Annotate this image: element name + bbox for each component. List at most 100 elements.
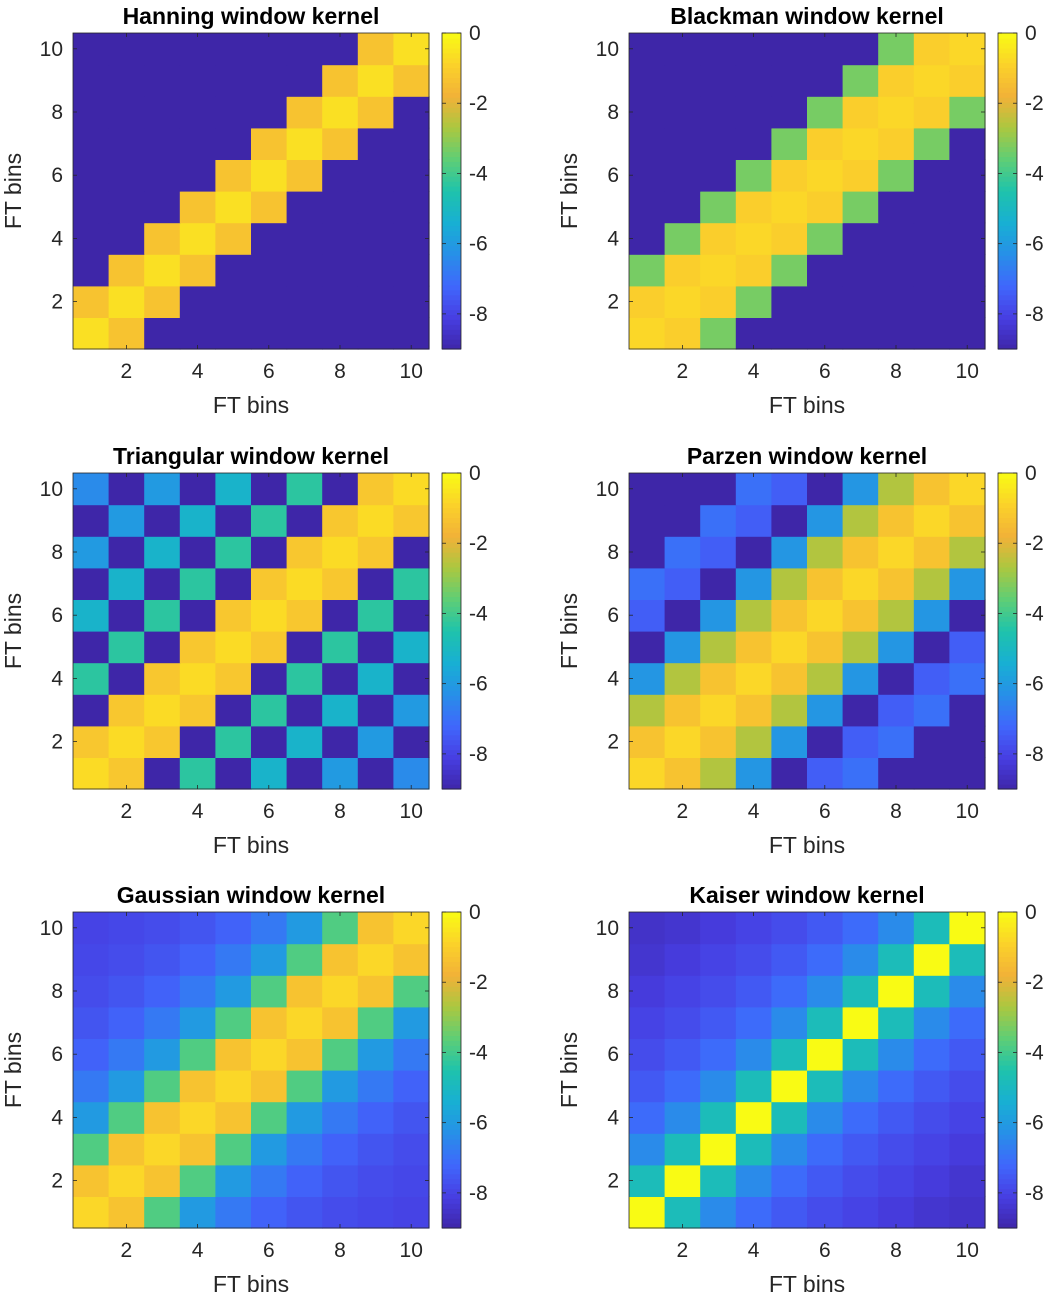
cell-r10-c9 xyxy=(913,473,950,506)
colorbar-segment xyxy=(998,1065,1017,1071)
colorbar-segment xyxy=(442,329,461,335)
cell-r9-c7 xyxy=(842,943,879,976)
colorbar-segment xyxy=(442,986,461,992)
axes-frame xyxy=(72,911,430,1229)
cell-r4-c1 xyxy=(629,662,666,695)
cell-r5-c1 xyxy=(73,191,110,224)
cell-r9-c2 xyxy=(664,943,701,976)
cell-r7-c5 xyxy=(771,127,808,160)
colorbar-segment xyxy=(442,729,461,736)
colorbar-segment xyxy=(442,995,461,1002)
cell-r10-c10 xyxy=(949,473,986,506)
cell-r5-c5 xyxy=(215,1070,252,1103)
colorbar-segment xyxy=(998,477,1017,484)
cell-r8-c6 xyxy=(251,536,288,569)
cell-r3-c2 xyxy=(108,254,145,287)
cell-r9-c4 xyxy=(179,64,216,97)
colorbar-segment xyxy=(442,97,461,103)
colorbar-segment xyxy=(998,309,1017,316)
colorbar-segment xyxy=(442,749,461,756)
colorbar-segment xyxy=(442,916,461,923)
cell-r6-c10 xyxy=(949,159,986,192)
cell-r6-c8 xyxy=(878,599,915,632)
cell-r6-c2 xyxy=(108,1038,145,1071)
cell-r8-c10 xyxy=(949,975,986,1008)
colorbar-tick-label: 0 xyxy=(1025,22,1037,45)
cell-r9-c3 xyxy=(700,943,737,976)
colorbar-segment xyxy=(442,621,461,627)
cell-r5-c8 xyxy=(322,631,359,664)
colorbar-tick-label: 0 xyxy=(469,22,481,45)
x-tick-label: 8 xyxy=(334,1239,346,1262)
cell-r7-c1 xyxy=(73,127,110,160)
colorbar-segment xyxy=(442,260,461,266)
x-tick-label: 10 xyxy=(400,800,423,823)
x-axis-label: FT bins xyxy=(213,1271,289,1297)
cell-r10-c6 xyxy=(807,473,844,506)
cell-r6-c1 xyxy=(629,599,666,632)
cell-r9-c6 xyxy=(807,943,844,976)
cell-r5-c7 xyxy=(286,1070,323,1103)
colorbar-segment xyxy=(442,52,461,59)
colorbar-segment xyxy=(998,1163,1017,1170)
cell-r10-c7 xyxy=(286,912,323,945)
cell-r2-c10 xyxy=(393,285,430,318)
colorbar-segment xyxy=(998,1208,1017,1214)
x-tick-label: 4 xyxy=(748,360,760,383)
cell-r4-c2 xyxy=(664,222,701,255)
colorbar-segment xyxy=(442,1109,461,1116)
cell-r8-c5 xyxy=(215,536,252,569)
colorbar-segment xyxy=(442,171,461,177)
colorbar-segment xyxy=(442,1218,461,1224)
cell-r2-c2 xyxy=(108,1164,145,1197)
cell-r1-c9 xyxy=(913,317,950,350)
colorbar-frame xyxy=(997,32,1018,350)
cell-r8-c6 xyxy=(807,975,844,1008)
cell-r3-c3 xyxy=(700,1133,737,1166)
colorbar-segment xyxy=(442,571,461,578)
y-tick-label: 8 xyxy=(607,541,619,564)
cell-r8-c10 xyxy=(949,536,986,569)
x-tick-label: 2 xyxy=(121,360,133,383)
cell-r9-c9 xyxy=(913,943,950,976)
colorbar-segment xyxy=(442,195,461,202)
cell-r9-c3 xyxy=(700,504,737,537)
y-tick-label: 6 xyxy=(607,164,619,187)
cell-r1-c2 xyxy=(108,1196,145,1229)
colorbar-segment xyxy=(442,1153,461,1160)
colorbar-segment xyxy=(442,1139,461,1145)
cell-r7-c6 xyxy=(807,1006,844,1039)
colorbar-segment xyxy=(998,640,1017,647)
cell-r2-c3 xyxy=(144,285,181,318)
colorbar-segment xyxy=(998,62,1017,69)
cell-r2-c8 xyxy=(878,285,915,318)
colorbar-segment xyxy=(442,279,461,286)
cell-r10-c3 xyxy=(144,473,181,506)
colorbar-segment xyxy=(998,82,1017,88)
cell-r4-c5 xyxy=(771,662,808,695)
colorbar-tick-label: -4 xyxy=(1025,162,1044,185)
cell-r10-c3 xyxy=(144,33,181,66)
cell-r5-c10 xyxy=(949,191,986,224)
cell-r1-c9 xyxy=(913,757,950,790)
colorbar-segment xyxy=(998,112,1017,118)
colorbar-segment xyxy=(998,527,1017,533)
cell-r2-c9 xyxy=(357,725,394,758)
colorbar-segment xyxy=(442,769,461,775)
cell-r9-c8 xyxy=(322,943,359,976)
cell-r4-c10 xyxy=(949,1101,986,1134)
cell-r4-c3 xyxy=(144,222,181,255)
cell-r6-c2 xyxy=(108,159,145,192)
colorbar-segment xyxy=(998,986,1017,992)
cell-r3-c7 xyxy=(286,1133,323,1166)
colorbar-segment xyxy=(442,1025,461,1032)
cell-r5-c3 xyxy=(144,191,181,224)
cell-r6-c5 xyxy=(215,159,252,192)
cell-r1-c5 xyxy=(215,757,252,790)
colorbar-segment xyxy=(998,97,1017,103)
cell-r6-c4 xyxy=(735,159,772,192)
cell-r6-c8 xyxy=(322,1038,359,1071)
colorbar-segment xyxy=(998,146,1017,153)
x-tick-label: 8 xyxy=(334,800,346,823)
y-tick-label: 2 xyxy=(607,291,619,314)
